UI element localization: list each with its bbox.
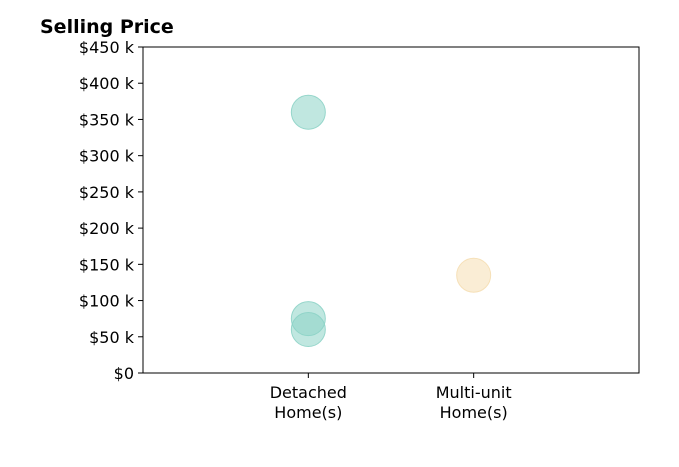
y-tick-label: $250 k [79,183,135,202]
x-tick-label: Multi-unit Home(s) [436,383,512,422]
scatter-point [290,312,326,348]
y-tick-label: $450 k [79,38,135,57]
y-tick-label: $100 k [79,292,135,311]
y-tick-label: $300 k [79,147,135,166]
y-tick-label: $350 k [79,110,135,129]
chart-title: Selling Price [40,16,174,38]
y-tick-label: $0 [114,364,134,383]
y-tick-label: $50 k [89,328,135,347]
y-tick-label: $150 k [79,255,135,274]
x-tick-label: Detached Home(s) [270,383,347,422]
scatter-point [456,257,492,293]
y-tick-label: $400 k [79,74,135,93]
scatter-point [290,94,326,130]
y-tick-label: $200 k [79,219,135,238]
axes-frame [142,46,640,374]
